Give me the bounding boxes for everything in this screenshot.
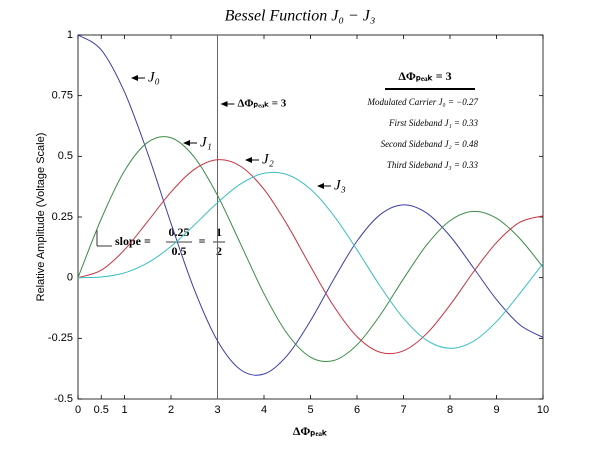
x-tick-label: 6 bbox=[354, 404, 360, 416]
arrowhead bbox=[317, 183, 324, 189]
slope-numerator: 1 bbox=[216, 225, 222, 239]
marker-label: ΔΦₚₑₐₖ = 3 bbox=[238, 98, 287, 110]
series-line bbox=[77, 159, 544, 355]
y-tick-label: 0.5 bbox=[58, 150, 73, 162]
info-header: ΔΦₚₑₐₖ = 3 bbox=[398, 69, 451, 83]
series-label: J₂ bbox=[262, 151, 274, 167]
arrowhead bbox=[131, 75, 138, 81]
x-tick-label: 3 bbox=[214, 404, 220, 416]
x-tick-label: 9 bbox=[493, 404, 499, 416]
series-line bbox=[77, 34, 544, 376]
info-line: Third Sideband J₃ = 0.33 bbox=[387, 160, 479, 170]
arrowhead bbox=[245, 157, 252, 163]
slope-equals: = bbox=[199, 234, 206, 248]
y-tick-label: -0.25 bbox=[48, 332, 73, 344]
y-axis-label: Relative Amplitude (Voltage Scale) bbox=[35, 133, 47, 302]
x-axis-label: ΔΦₚₑₐₖ bbox=[293, 424, 328, 438]
y-tick-label: 0.75 bbox=[52, 90, 73, 102]
series-line bbox=[77, 136, 544, 363]
slope-denominator: 0.5 bbox=[172, 244, 187, 258]
series-label: J₁ bbox=[200, 134, 212, 150]
series-label: J₃ bbox=[334, 177, 346, 193]
info-line: Modulated Carrier J₀ = −0.27 bbox=[366, 97, 478, 107]
x-tick-label: 1 bbox=[121, 404, 127, 416]
y-tick-label: 0.25 bbox=[52, 211, 73, 223]
y-tick-label: -0.5 bbox=[54, 393, 73, 405]
slope-label: slope = bbox=[115, 234, 151, 248]
series-label: J₀ bbox=[148, 69, 160, 85]
x-tick-label: 8 bbox=[447, 404, 453, 416]
y-tick-label: 0 bbox=[67, 272, 73, 284]
x-tick-label: 0 bbox=[75, 404, 81, 416]
x-tick-label: 7 bbox=[400, 404, 406, 416]
arrowhead bbox=[220, 101, 228, 107]
x-tick-label: 2 bbox=[168, 404, 174, 416]
slope-numerator: 0.25 bbox=[169, 225, 190, 239]
chart-title: Bessel Function J₀ − J₃ bbox=[225, 8, 376, 25]
info-line: Second Sideband J₂ = 0.48 bbox=[381, 139, 479, 149]
x-tick-label: 10 bbox=[537, 404, 549, 416]
series-line bbox=[77, 171, 544, 349]
arrowhead bbox=[183, 140, 190, 146]
y-tick-label: 1 bbox=[67, 29, 73, 41]
x-tick-label: 4 bbox=[261, 404, 267, 416]
info-line: First Sideband J₁ = 0.33 bbox=[388, 118, 478, 128]
slope-denominator: 2 bbox=[216, 244, 222, 258]
x-tick-label: 5 bbox=[307, 404, 313, 416]
x-tick-label: 0.5 bbox=[94, 404, 109, 416]
